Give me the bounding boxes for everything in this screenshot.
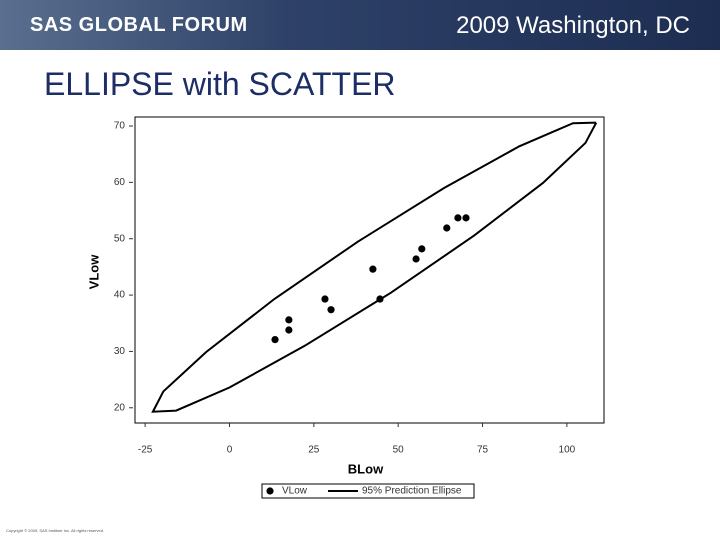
scatter-point [321, 295, 329, 303]
slide-title: ELLIPSE with SCATTER [44, 66, 396, 102]
scatter-point [418, 245, 426, 253]
brand: SAS GLOBAL FORUM [30, 14, 248, 36]
y-tick-label: 70 [114, 121, 126, 132]
y-tick-label: 60 [114, 177, 126, 188]
legend-label: 95% Prediction Ellipse [362, 486, 462, 497]
legend-marker [266, 487, 274, 495]
x-tick-label: 75 [477, 445, 489, 456]
scatter-point [369, 265, 377, 273]
y-tick-label: 40 [114, 290, 126, 301]
scatter-point [327, 306, 335, 314]
y-axis-label: VLow [86, 254, 101, 290]
scatter-point [285, 316, 293, 324]
x-tick-label: 0 [227, 445, 233, 456]
x-axis-label: BLow [348, 461, 384, 476]
ellipse-line [151, 121, 598, 413]
scatter-point [412, 255, 420, 263]
plot-frame [134, 116, 605, 424]
y-tick-label: 50 [114, 233, 126, 244]
banner: SAS GLOBAL FORUM 2009 Washington, DC [0, 0, 720, 50]
x-tick-label: 50 [393, 445, 405, 456]
x-tick-label: -25 [138, 445, 153, 456]
scatter-point [271, 335, 279, 344]
scatter-point [454, 214, 462, 222]
y-tick-label: 30 [114, 346, 126, 357]
scatter-point [443, 224, 451, 232]
scatter-point [285, 326, 293, 334]
footer: Copyright © 2009, SAS Institute Inc. All… [6, 528, 105, 533]
x-tick-label: 25 [308, 445, 320, 456]
y-tick-label: 20 [114, 402, 126, 413]
scatter-point [462, 214, 470, 222]
x-tick-label: 100 [559, 445, 576, 456]
legend-box [261, 483, 475, 499]
event: 2009 Washington, DC [456, 12, 690, 39]
legend-label: VLow [282, 486, 308, 497]
